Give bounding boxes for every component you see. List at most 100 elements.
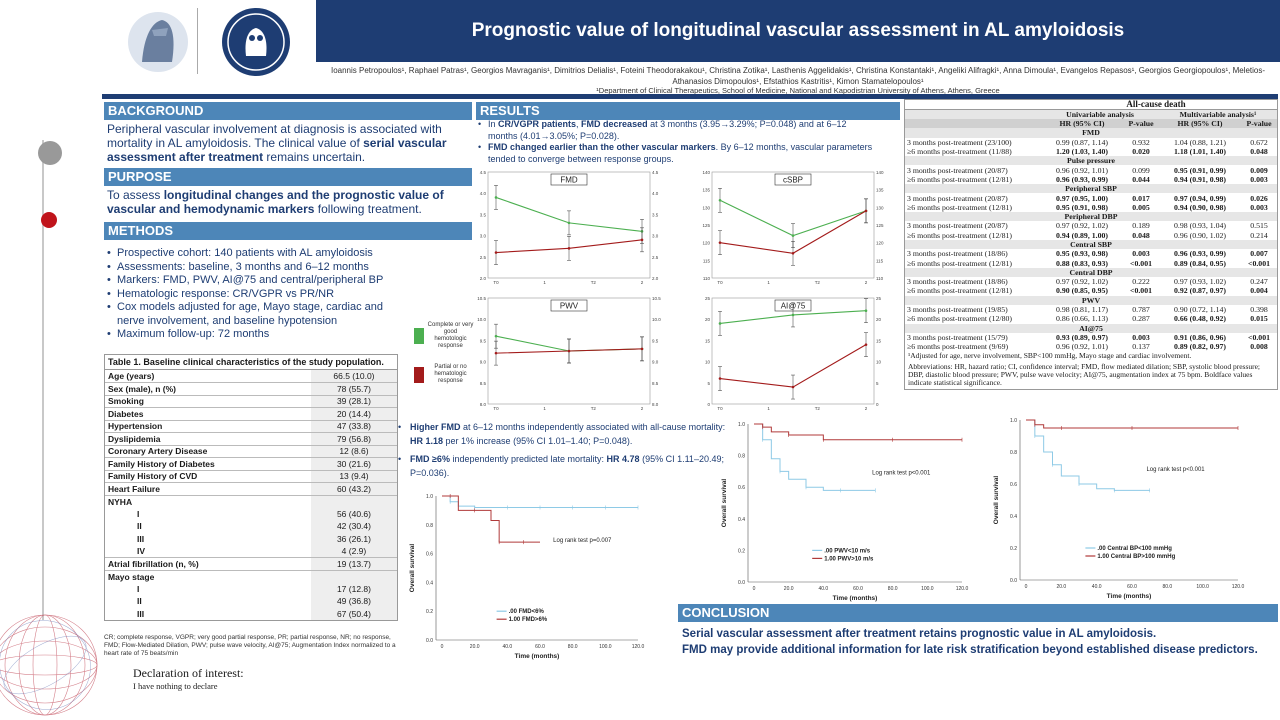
results-bullet-2: • FMD changed earlier than the other vas… [478,142,873,164]
x-tick-label: 2 [865,406,868,411]
table2-cell: ≥6 months post-treatment (12/81) [907,202,1012,212]
purpose-text: To assess longitudinal changes and the p… [107,188,444,216]
x-tick-label: 1 [767,280,770,285]
y-tick-label-right: 25 [876,296,882,301]
univariable-header: Univariable analysis [1066,110,1134,119]
y-tick-label: 4.5 [480,170,487,175]
p-header-multi: P-value [1246,119,1272,129]
table2-cell: ≥6 months post-treatment (12/81) [907,258,1012,268]
data-point [718,322,722,325]
table2-group-row: Central SBP [905,239,1277,250]
table2-cell: 0.89 (0.84, 0.95) [1174,258,1226,268]
row-label: Dyslipidemia [105,432,311,445]
km-fmd-chart: 1.0 0.8 0.6 0.4 0.2 0.0 0 20.0 40.0 60.0 80.0 100.0… [409,494,644,660]
row-value: 20 (14.4) [310,407,397,420]
author-list: Ioannis Petropoulos¹, Raphael Patras¹, G… [330,66,1266,86]
table1-row: Smoking 39 (28.1) [105,394,397,408]
y-axis-label: Overall survival [993,476,1000,525]
y-tick-label-right: 130 [876,205,884,210]
y-tick-label-right: 120 [876,241,884,246]
x-tick-label: 2 [641,280,644,285]
table2-cell: 0.004 [1250,286,1268,296]
y-tick-label: 10.5 [477,296,486,301]
marker-name: Pulse pressure [905,156,1277,166]
table2-cell: 0.96 (0.93, 0.99) [1056,174,1108,184]
y-tick-label: 3.5 [480,212,487,217]
data-point [494,351,498,355]
table2-row: ≥6 months post-treatment (12/81) 0.96 (0.… [905,175,1277,184]
y-tick-label: 0.2 [738,548,745,554]
table2-cell: 0.007 [1250,249,1268,259]
baseline-characteristics-table: Table 1. Baseline clinical characteristi… [104,354,398,621]
y-tick-label-right: 3.5 [652,212,659,217]
table2-cell: 0.96 (0.92, 1.01) [1056,342,1108,352]
table2-cell: 0.515 [1250,221,1268,231]
table1-row: Dyslipidemia 79 (56.8) [105,432,397,445]
pwv-trend-chart: 10.5 10.0 9.5 9.0 8.5 8.0 10.5 10.0 9.5 9.0 8.5 8.0… [477,296,661,411]
y-tick-label: 1.0 [1010,418,1017,424]
group-legend: Complete or very good hemotologic respon… [414,322,474,385]
purpose-heading: PURPOSE [104,168,472,186]
table1-row: Heart Failure 60 (43.2) [105,482,397,495]
km-curve-high [442,495,540,543]
row-value: 47 (33.8) [310,419,397,433]
table2-cell: 1.04 (0.88, 1.21) [1174,137,1226,147]
methods-item: Assessments: baseline, 3 months and 6–12… [107,261,407,275]
y-tick-label: 15 [705,338,711,343]
y-tick-label: 2.5 [480,255,487,260]
data-point [494,196,498,199]
data-point [864,209,868,213]
fmd-trend-chart: 4.5 4.0 3.5 3.0 2.5 2.0 4.5 4.0 3.5 3.0 2.5 2.0 T0 1 T… [480,170,659,285]
methods-item: Cox models adjusted for age, Mayo stage,… [107,301,407,328]
x-tick-label: 100.0 [1196,584,1209,590]
row-value: 42 (30.4) [310,520,397,533]
background-text: Peripheral vascular involvement at diagn… [107,122,447,164]
mortality-cox-table: All-cause death Univariable analysis Mul… [904,99,1278,390]
table2-cell: 0.009 [1250,165,1268,175]
x-tick-label: 120.0 [1232,584,1245,590]
data-point [494,251,498,254]
table2-cell: <0.001 [1130,258,1152,268]
table2-cell: 0.015 [1250,314,1268,324]
x-tick-label: T2 [815,406,821,411]
table1-row: II 42 (30.4) [105,520,397,533]
table1-row: III 36 (26.1) [105,532,397,545]
y-tick-label-right: 5 [876,381,879,386]
legend-red-swatch [414,366,424,383]
y-tick-label-right: 135 [876,188,884,193]
row-value: 49 (36.8) [310,595,397,608]
y-tick-label-right: 8.5 [652,381,659,386]
row-label: Diabetes [105,407,311,420]
y-tick-label: 25 [705,296,711,301]
table2-body: FMD 3 months post-treatment (23/100) 0.99 … [905,128,1277,351]
methods-item: Markers: FMD, PWV, AI@75 and central/per… [107,274,407,288]
y-tick-label-right: 4.0 [652,191,659,196]
data-point [791,234,795,237]
table2-cell: ≥6 months post-treatment (11/88) [907,147,1012,157]
x-axis-label: Time (months) [515,653,560,660]
y-tick-label-right: 110 [876,276,884,281]
table2-cell: 0.287 [1132,314,1150,324]
data-point [567,247,571,250]
declaration-body: I have nothing to declare [133,681,218,691]
row-value: 19 (13.7) [310,557,397,570]
y-tick-label: 0.0 [1010,578,1017,584]
table2-cell: 0.247 [1250,277,1268,287]
y-tick-label: 0.0 [426,638,433,644]
y-tick-label-right: 2.0 [652,276,659,281]
table1-row: Atrial fibrillation (n, %) 19 (13.7) [105,557,397,570]
row-value: 36 (26.1) [310,532,397,545]
table2-row: ≥6 months post-treatment (9/69) 0.96 (0.9… [905,342,1277,351]
y-tick-label: 135 [702,188,710,193]
y-tick-label: 0 [707,402,710,407]
y-tick-label: 0.8 [738,454,745,460]
table1-row: II 49 (36.8) [105,595,397,608]
declaration-title: Declaration of interest: [133,666,244,680]
table1-row: III 67 (50.4) [105,607,397,620]
row-label: Age (years) [108,371,155,381]
row-value: 17 (12.8) [310,582,397,595]
table2-cell: 3 months post-treatment (23/100) [907,137,1012,147]
y-tick-label: 5 [707,381,710,386]
data-point [494,334,498,338]
y-tick-label-right: 140 [876,170,884,175]
